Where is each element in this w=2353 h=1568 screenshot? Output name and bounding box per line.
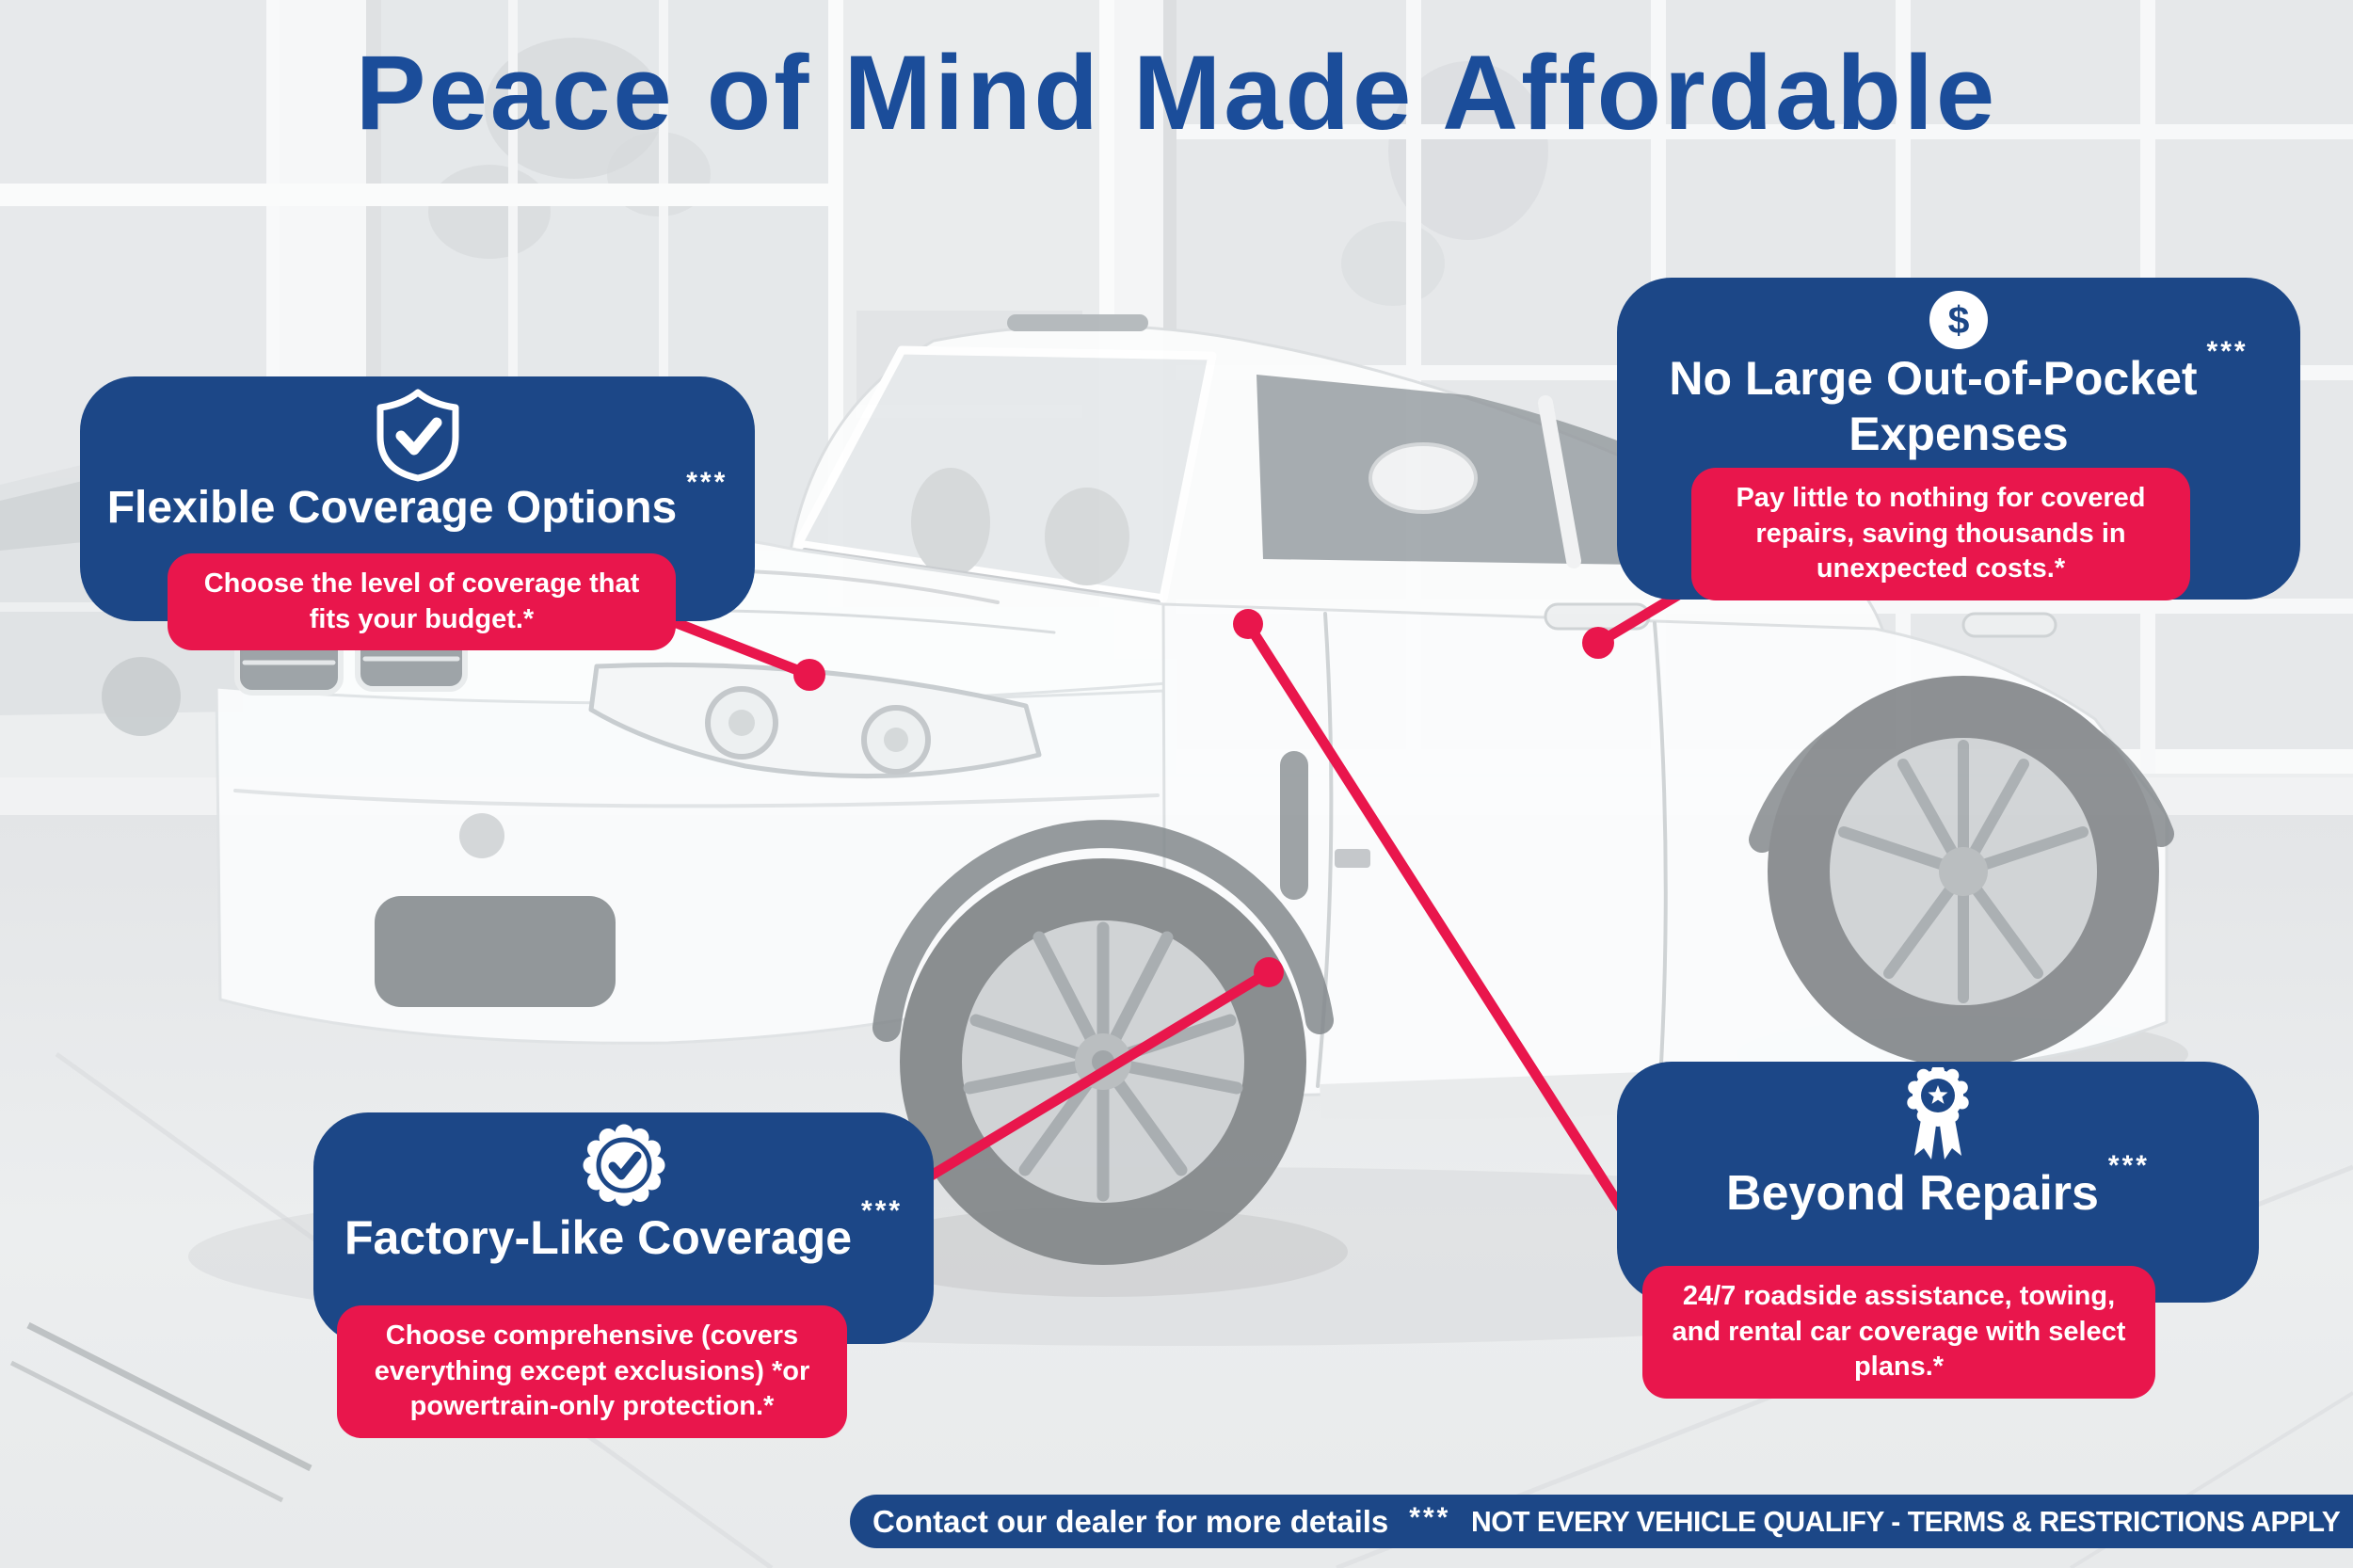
dollar-coin-icon: $ bbox=[1928, 289, 1990, 351]
footnote-stars: *** bbox=[861, 1195, 904, 1226]
page-title: Peace of Mind Made Affordable bbox=[355, 34, 1998, 152]
callout-title-line2: Expenses bbox=[1849, 408, 2069, 460]
footnote-stars: *** bbox=[686, 467, 728, 498]
svg-text:$: $ bbox=[1948, 298, 1970, 342]
callout-flexible-coverage: Flexible Coverage Options *** Choose the… bbox=[80, 376, 755, 651]
shield-check-icon bbox=[375, 388, 461, 482]
footer-disclaimer-bar: Contact our dealer for more details *** … bbox=[850, 1495, 2353, 1548]
footnote-stars: *** bbox=[1409, 1501, 1451, 1533]
callout-card: Beyond Repairs *** bbox=[1617, 1062, 2259, 1303]
callout-note: 24/7 roadside assistance, towing, and re… bbox=[1642, 1266, 2155, 1400]
footnote-stars: *** bbox=[2107, 1150, 2150, 1181]
callout-out-of-pocket: $ No Large Out-of-Pocket *** Expenses Pa… bbox=[1617, 278, 2300, 601]
callout-factory-like-coverage: Factory-Like Coverage *** Choose compreh… bbox=[313, 1112, 934, 1439]
callout-note: Choose the level of coverage that fits y… bbox=[168, 553, 676, 651]
callout-note: Choose comprehensive (covers everything … bbox=[337, 1305, 847, 1439]
footer-disclaimer-text: NOT EVERY VEHICLE QUALIFY - TERMS & REST… bbox=[1471, 1504, 2341, 1538]
callout-title: Beyond Repairs bbox=[1726, 1166, 2099, 1221]
callout-title-line1: No Large Out-of-Pocket bbox=[1669, 352, 2198, 405]
callout-title: Flexible Coverage Options bbox=[106, 483, 678, 533]
callout-note: Pay little to nothing for covered repair… bbox=[1691, 468, 2190, 601]
footnote-stars: *** bbox=[2206, 336, 2249, 367]
award-ribbon-icon bbox=[1896, 1064, 1980, 1165]
callout-beyond-repairs: Beyond Repairs *** 24/7 roadside assista… bbox=[1617, 1062, 2259, 1400]
callout-title: Factory-Like Coverage bbox=[344, 1211, 853, 1264]
footer-contact-text: Contact our dealer for more details bbox=[872, 1503, 1389, 1539]
badge-check-icon bbox=[579, 1120, 669, 1210]
